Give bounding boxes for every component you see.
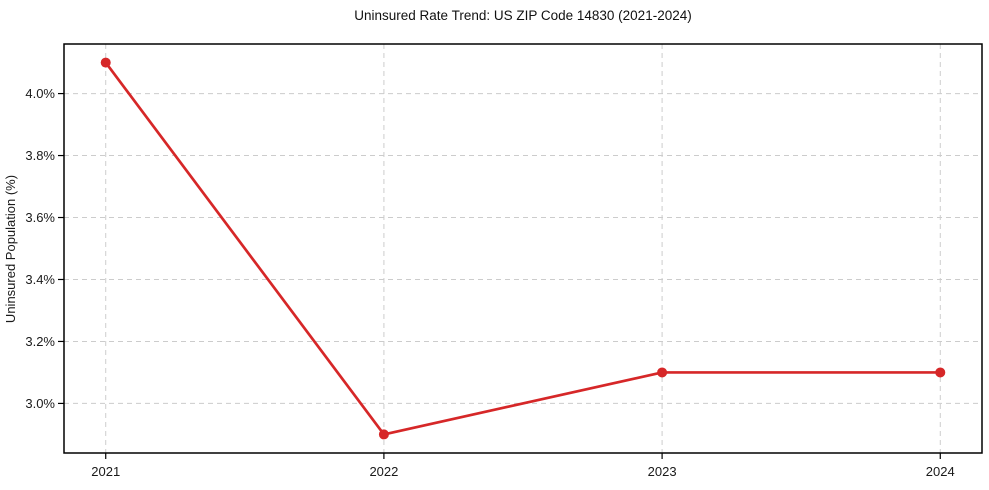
y-tick-label: 3.0% [25,396,55,411]
x-tick-label: 2022 [369,464,398,479]
y-tick-label: 3.8% [25,148,55,163]
tick-marks [58,92,941,459]
y-tick-label: 3.2% [25,334,55,349]
y-axis-label: Uninsured Population (%) [3,175,18,323]
data-series [100,57,946,440]
x-tick-label: 2021 [91,464,120,479]
y-tick-label: 3.6% [25,210,55,225]
data-point-marker [100,57,111,68]
chart-title: Uninsured Rate Trend: US ZIP Code 14830 … [354,8,691,23]
data-point-marker [657,367,668,378]
tick-labels: 2021 2022 2023 2024 3.0% 3.2% 3.4% 3.6% 3.8% 4.0% [25,86,954,479]
gridlines [64,44,982,453]
data-point-marker [378,429,389,440]
trend-line [104,61,942,436]
axes-spines [63,43,983,454]
y-tick-label: 4.0% [25,86,55,101]
x-tick-label: 2023 [648,464,677,479]
plot-border [63,43,983,454]
y-tick-label: 3.4% [25,272,55,287]
data-point-marker [935,367,946,378]
x-tick-label: 2024 [926,464,955,479]
